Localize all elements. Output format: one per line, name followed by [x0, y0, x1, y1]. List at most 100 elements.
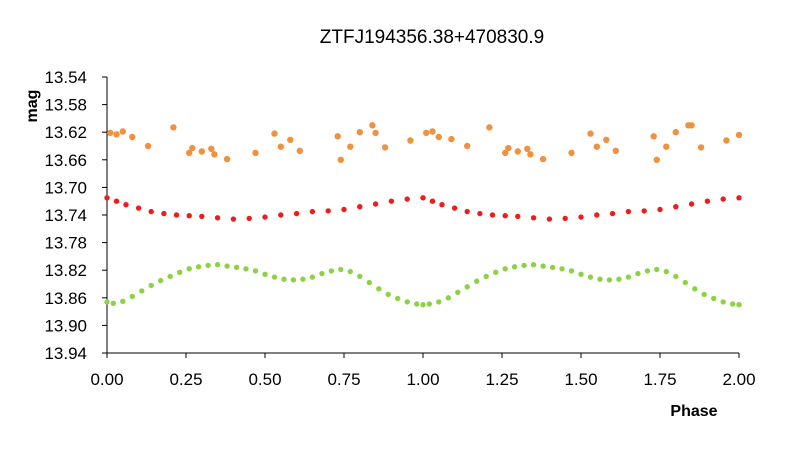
data-point [641, 208, 647, 214]
data-point [404, 299, 410, 305]
data-point [435, 133, 442, 141]
data-point [672, 129, 679, 136]
data-point [673, 204, 679, 210]
data-point [262, 214, 268, 220]
data-point [635, 270, 641, 277]
data-point [549, 264, 556, 271]
x-tick-label: 1.50 [564, 370, 597, 389]
x-axis-title: Phase [670, 403, 717, 420]
data-point [502, 149, 509, 157]
data-point [663, 268, 669, 275]
data-point [653, 156, 660, 163]
data-point [252, 268, 259, 274]
data-point [587, 130, 594, 137]
data-point [657, 206, 663, 213]
data-point [347, 268, 353, 275]
y-tick-label: 13.66 [44, 151, 87, 170]
data-point [347, 143, 354, 150]
data-point [578, 271, 584, 277]
data-point [123, 202, 129, 208]
data-point [296, 147, 303, 154]
data-point [546, 216, 553, 222]
data-point [530, 262, 537, 268]
data-point [198, 148, 205, 155]
data-point [395, 295, 401, 302]
data-point [252, 149, 259, 157]
data-point [464, 284, 470, 290]
data-point [644, 268, 651, 274]
x-tick-label: 1.75 [643, 370, 676, 389]
data-point [407, 137, 414, 144]
chart-title: ZTFJ194356.38+470830.9 [320, 27, 544, 48]
data-point [309, 274, 316, 280]
data-point [372, 201, 379, 207]
data-point [104, 195, 110, 201]
data-point [167, 273, 173, 280]
data-point [448, 135, 455, 143]
data-point [420, 195, 426, 201]
data-point [287, 136, 294, 143]
data-point [195, 264, 202, 270]
data-point [483, 273, 489, 280]
data-point [281, 276, 287, 282]
data-point [603, 136, 610, 143]
data-point [328, 268, 335, 274]
data-point [214, 262, 221, 268]
y-axis-title: mag [24, 90, 41, 123]
data-point [688, 201, 695, 207]
data-point [120, 298, 126, 304]
data-point [429, 128, 436, 135]
y-tick-label: 13.82 [44, 261, 87, 280]
data-point [341, 206, 347, 213]
data-point [381, 144, 389, 151]
data-point [199, 213, 205, 220]
data-point [609, 210, 616, 217]
data-point [211, 151, 218, 158]
data-point [540, 263, 546, 269]
data-point [293, 210, 300, 217]
y-tick-label: 13.74 [44, 206, 87, 225]
data-point [521, 262, 527, 269]
data-point [119, 128, 127, 135]
data-point [625, 208, 632, 215]
data-point [505, 144, 512, 152]
data-point [455, 289, 461, 295]
data-point [730, 301, 736, 307]
data-point [493, 269, 499, 275]
data-point [568, 149, 575, 157]
data-point [290, 277, 297, 283]
data-point [502, 266, 508, 272]
data-point [625, 274, 632, 280]
data-point [356, 129, 363, 136]
data-point [515, 213, 521, 220]
data-point [148, 282, 154, 289]
data-point [654, 266, 660, 273]
data-point [357, 273, 363, 280]
data-point [214, 215, 221, 221]
x-tick-label: 0.75 [327, 370, 360, 389]
y-tick-label: 13.54 [44, 68, 87, 87]
data-point [385, 291, 391, 298]
data-point [271, 130, 278, 137]
data-point [337, 156, 344, 163]
data-point [338, 266, 344, 273]
data-point [129, 133, 136, 141]
data-point [593, 143, 600, 150]
data-point [246, 215, 252, 222]
data-point [692, 286, 698, 292]
data-point [451, 205, 458, 211]
data-point [388, 198, 395, 204]
data-point [233, 264, 240, 271]
data-point [439, 202, 445, 208]
data-point [129, 293, 135, 300]
data-point [616, 276, 622, 282]
data-point [429, 198, 436, 204]
data-point [530, 215, 537, 221]
data-point [334, 133, 341, 140]
data-point [673, 273, 679, 280]
data-point [223, 155, 231, 163]
data-point [113, 198, 120, 204]
data-point [107, 129, 114, 137]
data-point [319, 270, 325, 277]
data-point [113, 131, 120, 138]
